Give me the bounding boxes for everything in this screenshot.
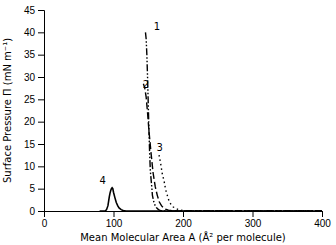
tick-label: 200 <box>175 218 192 229</box>
tick-label: 100 <box>106 218 123 229</box>
axis-line <box>45 212 323 218</box>
lines <box>100 32 322 211</box>
tick-mark <box>38 189 44 190</box>
tick-label: 45 <box>24 5 36 16</box>
curve <box>143 84 322 211</box>
plot-area: 0 100 200 300 400 0 5 10 15 20 25 30 35 40 45 1 2 3 4 <box>24 5 331 229</box>
tick-mark <box>253 211 254 217</box>
tick-mark <box>38 122 44 123</box>
tick-mark <box>38 32 44 33</box>
tick-label: 5 <box>29 183 35 194</box>
tick-label: 20 <box>24 116 36 127</box>
tick-mark <box>183 211 184 217</box>
tick: 5 <box>29 183 44 194</box>
tick: 35 <box>24 49 44 60</box>
tick-label: 35 <box>24 49 36 60</box>
tick-label: 0 <box>42 218 48 229</box>
tick: 45 <box>24 5 44 16</box>
x-axis-title: Mean Molecular Area A (Å² per molecule) <box>80 231 286 243</box>
tick: 300 <box>245 211 262 229</box>
tick-mark <box>114 211 115 217</box>
tick-mark <box>38 211 44 212</box>
tick-label: 30 <box>24 72 36 83</box>
tick-label: 0 <box>29 206 35 217</box>
tick-mark <box>38 77 44 78</box>
y-axis: 0 5 10 15 20 25 30 35 40 45 <box>24 5 45 217</box>
curve-label: 2 <box>143 79 149 90</box>
tick: 10 <box>24 161 44 172</box>
tick-label: 300 <box>245 218 262 229</box>
y-axis-title: Surface Pressure Π (mN m⁻¹) <box>2 38 13 183</box>
curve <box>159 153 322 211</box>
x-axis: 0 100 200 300 400 <box>42 211 332 229</box>
tick: 30 <box>24 72 44 83</box>
tick: 25 <box>24 94 44 105</box>
curve-label: 3 <box>157 142 163 153</box>
tick-mark <box>38 99 44 100</box>
tick-label: 40 <box>24 27 36 38</box>
tick-mark <box>38 166 44 167</box>
tick-label: 10 <box>24 161 36 172</box>
chart: 0 100 200 300 400 0 5 10 15 20 25 30 35 40 45 1 2 3 4 Mean … <box>0 0 336 245</box>
tick-mark <box>38 144 44 145</box>
axis-line <box>38 11 45 212</box>
tick-mark <box>322 211 323 217</box>
curve <box>145 32 322 211</box>
tick: 0 <box>42 211 48 229</box>
tick: 100 <box>106 211 123 229</box>
curve-label: 4 <box>100 175 106 186</box>
tick: 200 <box>175 211 192 229</box>
tick: 400 <box>314 211 331 229</box>
curve-label: 1 <box>154 21 160 32</box>
tick-label: 400 <box>314 218 331 229</box>
tick: 15 <box>24 139 44 150</box>
tick: 0 <box>29 206 44 217</box>
tick-mark <box>38 10 44 11</box>
tick: 40 <box>24 27 44 38</box>
annotations: 1 2 3 4 <box>100 21 163 186</box>
tick-mark <box>38 55 44 56</box>
tick-label: 15 <box>24 139 36 150</box>
curve <box>100 188 322 211</box>
tick-label: 25 <box>24 94 36 105</box>
tick: 20 <box>24 116 44 127</box>
